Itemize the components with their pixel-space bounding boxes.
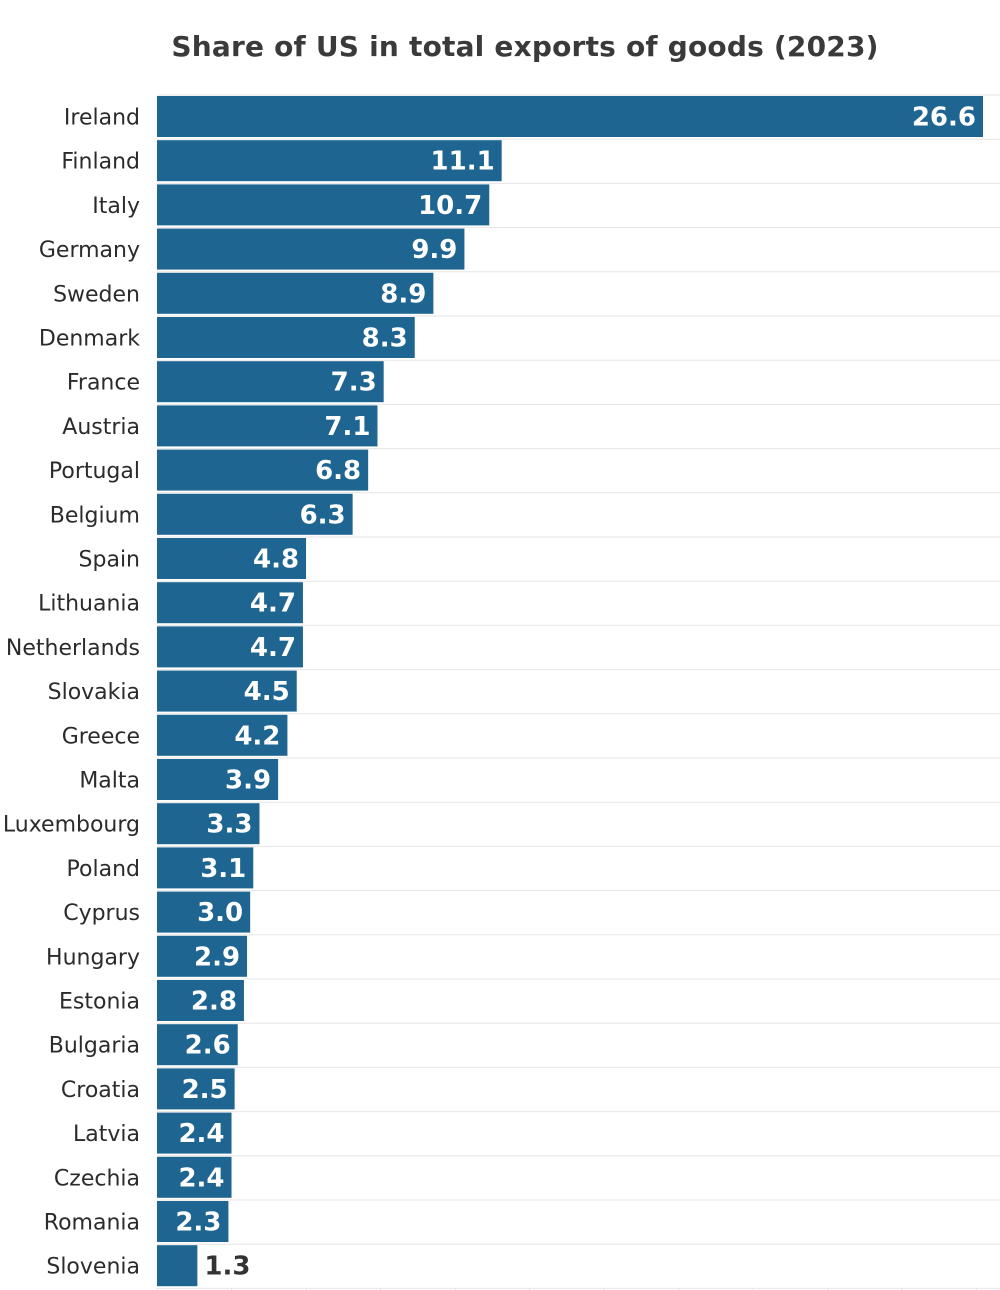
value-label: 2.5 xyxy=(182,1075,228,1105)
value-label: 2.4 xyxy=(178,1163,224,1193)
value-label: 4.7 xyxy=(250,633,296,663)
category-label: Estonia xyxy=(59,990,140,1015)
bar xyxy=(157,1201,229,1242)
bar xyxy=(157,759,279,800)
value-label: 26.6 xyxy=(912,103,976,133)
value-label: 3.9 xyxy=(225,766,271,796)
bar xyxy=(157,803,260,845)
chart-title: Share of US in total exports of goods (2… xyxy=(171,30,879,63)
value-labels: 26.6 11.1 10.7 9.9 8.9 8.3 7.3 7.1 6.8 6.34.8 4.7 4… xyxy=(175,103,976,1282)
value-label: 2.3 xyxy=(175,1208,221,1238)
bar xyxy=(157,935,248,977)
value-label: 11.1 xyxy=(431,147,495,177)
bar xyxy=(157,140,502,182)
bar xyxy=(157,1156,232,1198)
bar xyxy=(157,980,244,1021)
bars xyxy=(157,96,983,1287)
value-label: 3.1 xyxy=(200,854,246,884)
category-label: Italy xyxy=(92,194,140,219)
value-label: 2.8 xyxy=(191,987,237,1017)
category-label: Poland xyxy=(67,857,140,882)
category-label: Cyprus xyxy=(63,901,140,926)
value-label: 6.3 xyxy=(300,500,346,530)
bar xyxy=(157,1068,235,1110)
bar xyxy=(157,493,353,535)
value-label: 4.5 xyxy=(244,677,290,707)
category-label: Lithuania xyxy=(38,592,140,617)
category-label: Slovenia xyxy=(46,1255,140,1280)
bar xyxy=(157,1112,232,1154)
value-label: 4.8 xyxy=(253,545,299,575)
category-label: Greece xyxy=(62,724,140,749)
category-label: Netherlands xyxy=(6,636,140,661)
bar xyxy=(157,538,307,579)
value-label: 7.1 xyxy=(324,412,370,442)
value-label: 4.7 xyxy=(250,589,296,619)
value-label: 2.9 xyxy=(194,942,240,972)
value-label: 8.3 xyxy=(362,324,408,354)
category-label: Romania xyxy=(44,1211,140,1236)
bar xyxy=(157,847,254,889)
category-label: Denmark xyxy=(39,327,140,352)
bar xyxy=(157,670,297,712)
category-label: Malta xyxy=(79,769,140,794)
bar xyxy=(157,317,415,358)
category-label: France xyxy=(67,371,140,396)
category-label: Slovakia xyxy=(48,680,140,705)
bar xyxy=(157,891,251,933)
value-label: 1.3 xyxy=(204,1252,250,1282)
category-label: Austria xyxy=(62,415,140,440)
bar xyxy=(157,1245,198,1287)
grid-lines xyxy=(156,94,1000,1290)
category-label: Luxembourg xyxy=(3,813,140,838)
category-labels: Ireland Finland Italy Germany Sweden Denmark F… xyxy=(3,106,140,1280)
category-label: Spain xyxy=(79,548,140,573)
bar xyxy=(157,228,465,270)
bar xyxy=(157,272,434,314)
category-label: Hungary xyxy=(46,945,140,970)
bar xyxy=(157,714,288,756)
category-label: Czechia xyxy=(54,1166,140,1191)
category-label: Germany xyxy=(39,238,140,263)
bar xyxy=(157,184,490,226)
value-label: 3.0 xyxy=(197,898,243,928)
bar xyxy=(157,96,983,137)
category-label: Latvia xyxy=(73,1122,140,1147)
bar xyxy=(157,361,384,403)
category-label: Bulgaria xyxy=(49,1034,140,1059)
bar xyxy=(157,449,369,491)
value-label: 3.3 xyxy=(206,810,252,840)
value-label: 2.6 xyxy=(185,1031,231,1061)
bar xyxy=(157,582,303,624)
value-label: 6.8 xyxy=(315,456,361,486)
bar xyxy=(157,1024,238,1066)
value-label: 9.9 xyxy=(411,235,457,265)
category-label: Ireland xyxy=(64,106,140,131)
bar xyxy=(157,405,378,447)
value-label: 7.3 xyxy=(331,368,377,398)
bar xyxy=(157,626,303,668)
category-label: Belgium xyxy=(50,503,140,528)
category-label: Sweden xyxy=(53,282,140,307)
value-label: 4.2 xyxy=(234,721,280,751)
value-label: 8.9 xyxy=(380,279,426,309)
value-label: 2.4 xyxy=(178,1119,224,1149)
category-label: Croatia xyxy=(61,1078,140,1103)
value-label: 10.7 xyxy=(418,191,482,221)
category-label: Finland xyxy=(61,150,140,175)
category-label: Portugal xyxy=(49,459,140,484)
